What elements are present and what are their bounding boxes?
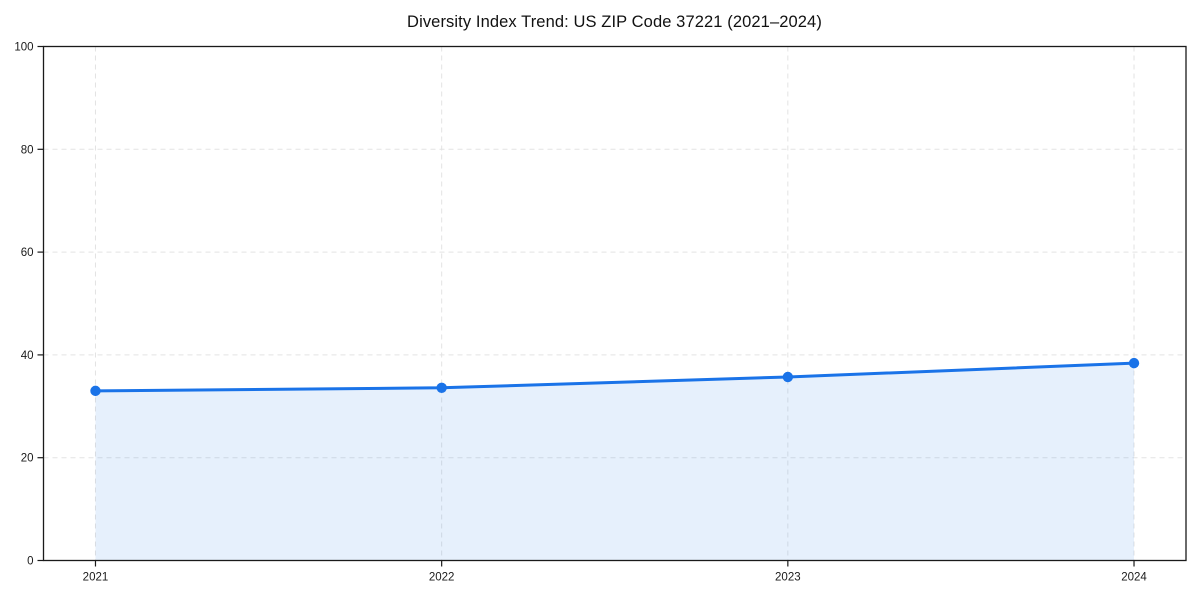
x-tick-label: 2022 xyxy=(429,572,455,584)
area-fill xyxy=(95,363,1135,561)
y-tick-label: 100 xyxy=(14,42,33,54)
plot-border xyxy=(42,45,1187,562)
y-tick-label: 0 xyxy=(27,556,33,568)
y-tick-label: 80 xyxy=(21,144,34,156)
x-tick-label: 2024 xyxy=(1121,572,1147,584)
data-point xyxy=(1128,357,1140,369)
data-point xyxy=(90,385,101,397)
data-point xyxy=(782,371,794,383)
data-point xyxy=(436,382,447,393)
x-tick-label: 2021 xyxy=(83,572,109,584)
x-tick-label: 2023 xyxy=(775,572,801,584)
y-tick-label: 20 xyxy=(21,453,34,465)
y-tick-label: 40 xyxy=(21,350,34,362)
trend-line xyxy=(93,361,1136,393)
chart-title: Diversity Index Trend: US ZIP Code 37221… xyxy=(407,13,822,31)
y-tick-label: 60 xyxy=(21,247,34,259)
